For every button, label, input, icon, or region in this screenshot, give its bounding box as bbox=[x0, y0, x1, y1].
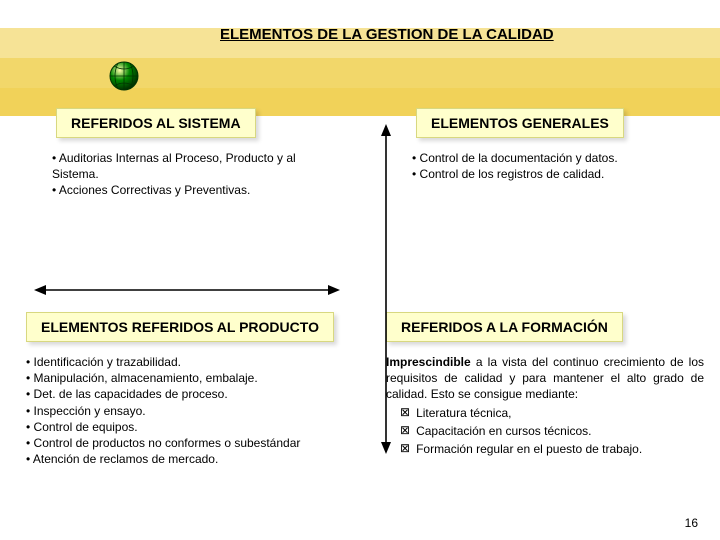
quadrant-tl-title: REFERIDOS AL SISTEMA bbox=[56, 108, 256, 138]
check-item: ⊠ Capacitación en cursos técnicos. bbox=[400, 423, 704, 439]
quadrant-br-body: Imprescindible a la vista del continuo c… bbox=[386, 354, 710, 457]
quadrant-tr: ELEMENTOS GENERALES Control de la docume… bbox=[370, 108, 710, 248]
page-number: 16 bbox=[685, 516, 698, 530]
quadrant-bl-title: ELEMENTOS REFERIDOS AL PRODUCTO bbox=[26, 312, 334, 342]
list-item: Control de productos no conformes o sube… bbox=[26, 435, 344, 451]
checkbox-icon: ⊠ bbox=[400, 423, 410, 439]
check-item: ⊠ Formación regular en el puesto de traba… bbox=[400, 441, 704, 457]
list-item: Manipulación, almacenamiento, embalaje. bbox=[26, 370, 344, 386]
list-item: Det. de las capacidades de proceso. bbox=[26, 386, 344, 402]
check-label: Capacitación en cursos técnicos. bbox=[416, 423, 591, 439]
list-item: Identificación y trazabilidad. bbox=[26, 354, 344, 370]
quadrant-tl: REFERIDOS AL SISTEMA Auditorias Internas… bbox=[10, 108, 350, 248]
list-item: Control de los registros de calidad. bbox=[412, 166, 704, 182]
checkbox-icon: ⊠ bbox=[400, 441, 410, 457]
page-title: ELEMENTOS DE LA GESTION DE LA CALIDAD bbox=[220, 26, 708, 43]
quadrant-tl-body: Auditorias Internas al Proceso, Producto… bbox=[26, 150, 350, 199]
list-item: Control de equipos. bbox=[26, 419, 344, 435]
globe-icon bbox=[108, 60, 140, 92]
list-item: Auditorias Internas al Proceso, Producto… bbox=[52, 150, 344, 182]
check-label: Formación regular en el puesto de trabaj… bbox=[416, 441, 642, 457]
checkbox-icon: ⊠ bbox=[400, 405, 410, 421]
row-top: REFERIDOS AL SISTEMA Auditorias Internas… bbox=[10, 108, 710, 248]
lead-strong: Imprescindible bbox=[386, 355, 471, 369]
check-item: ⊠ Literatura técnica, bbox=[400, 405, 704, 421]
quadrant-grid: REFERIDOS AL SISTEMA Auditorias Internas… bbox=[10, 56, 710, 504]
lead-paragraph: Imprescindible a la vista del continuo c… bbox=[386, 354, 704, 403]
list-item: Inspección y ensayo. bbox=[26, 403, 344, 419]
quadrant-br: REFERIDOS A LA FORMACIÓN Imprescindible … bbox=[370, 312, 710, 528]
quadrant-bl-body: Identificación y trazabilidad. Manipulac… bbox=[26, 354, 350, 467]
quadrant-br-title: REFERIDOS A LA FORMACIÓN bbox=[386, 312, 623, 342]
row-bottom: ELEMENTOS REFERIDOS AL PRODUCTO Identifi… bbox=[10, 312, 710, 528]
quadrant-tr-title: ELEMENTOS GENERALES bbox=[416, 108, 624, 138]
check-label: Literatura técnica, bbox=[416, 405, 511, 421]
quadrant-tr-body: Control de la documentación y datos. Con… bbox=[386, 150, 710, 182]
list-item: Atención de reclamos de mercado. bbox=[26, 451, 344, 467]
list-item: Control de la documentación y datos. bbox=[412, 150, 704, 166]
quadrant-bl: ELEMENTOS REFERIDOS AL PRODUCTO Identifi… bbox=[10, 312, 350, 528]
list-item: Acciones Correctivas y Preventivas. bbox=[52, 182, 344, 198]
